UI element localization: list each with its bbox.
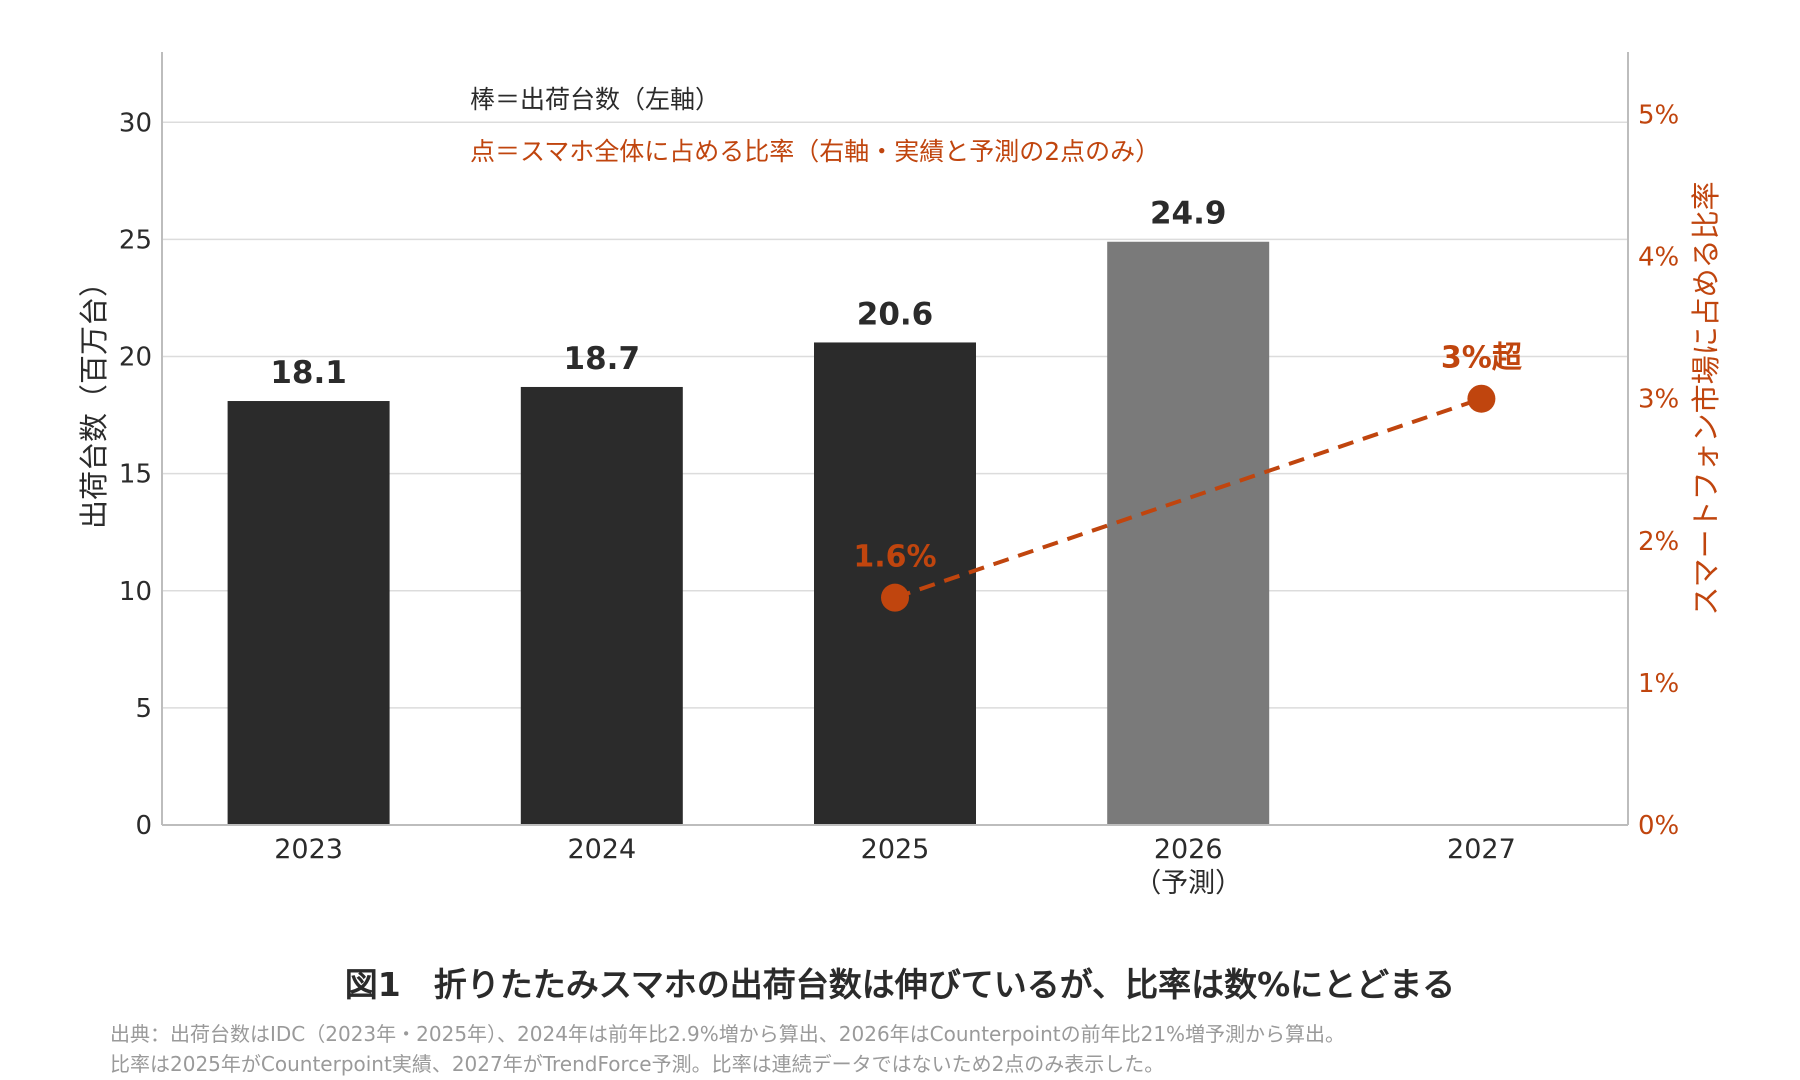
y-tick-label-30: 30 bbox=[119, 108, 152, 138]
legend-points-note: 点＝スマホ全体に占める比率（右軸・実績と予測の2点のみ） bbox=[470, 137, 1160, 166]
y-tick-label-0: 0 bbox=[135, 811, 152, 841]
share-point-label-2025: 1.6% bbox=[853, 540, 936, 575]
x-tick-label-2027: 2027 bbox=[1447, 834, 1516, 865]
source-note-line-1: 出典：出荷台数はIDC（2023年・2025年）、2024年は前年比2.9%増か… bbox=[110, 1022, 1346, 1046]
y2-tick-label-2: 2% bbox=[1638, 527, 1679, 557]
legend-bars-note: 棒＝出荷台数（左軸） bbox=[470, 85, 720, 114]
share-point-2025 bbox=[881, 583, 909, 612]
y2-axis-title: スマートフォン市場に占める比率 bbox=[1689, 181, 1723, 615]
bar-value-label-2026: 24.9 bbox=[1150, 196, 1227, 232]
x-tick-sublabel-2026: （予測） bbox=[1134, 868, 1242, 899]
y2-tick-label-3: 3% bbox=[1638, 385, 1679, 415]
bar-value-label-2025: 20.6 bbox=[857, 296, 934, 332]
bar-2023 bbox=[227, 401, 390, 825]
bar-value-label-2024: 18.7 bbox=[564, 341, 641, 377]
y-tick-label-25: 25 bbox=[119, 225, 152, 255]
axes bbox=[161, 52, 1629, 826]
x-tick-label-2024: 2024 bbox=[567, 834, 636, 865]
x-tick-label-2023: 2023 bbox=[274, 834, 343, 865]
y-tick-label-10: 10 bbox=[119, 577, 152, 607]
y2-tick-label-4: 4% bbox=[1638, 243, 1679, 273]
figure-caption: 図1 折りたたみスマホの出荷台数は伸びているが、比率は数%にとどまる bbox=[344, 965, 1456, 1004]
y2-tick-label-0: 0% bbox=[1638, 811, 1679, 841]
source-note-line-2: 比率は2025年がCounterpoint実績、2027年がTrendForce… bbox=[110, 1052, 1165, 1076]
x-tick-label-2026: 2026 bbox=[1154, 834, 1223, 865]
bar-value-label-2023: 18.1 bbox=[270, 355, 347, 391]
y2-tick-label-1: 1% bbox=[1638, 669, 1679, 699]
y-axis-title: 出荷台数（百万台） bbox=[77, 268, 111, 529]
y-tick-label-5: 5 bbox=[135, 694, 152, 724]
bar-2026 bbox=[1107, 241, 1270, 826]
bar-2024 bbox=[520, 386, 683, 825]
share-point-label-2027: 3%超 bbox=[1441, 341, 1523, 376]
y-tick-label-20: 20 bbox=[119, 343, 152, 373]
share-line bbox=[881, 384, 1496, 612]
share-point-2027 bbox=[1467, 384, 1496, 413]
y2-tick-label-5: 5% bbox=[1638, 101, 1679, 131]
x-tick-label-2025: 2025 bbox=[861, 834, 930, 865]
y-tick-label-15: 15 bbox=[119, 460, 152, 490]
bars bbox=[227, 241, 1270, 826]
